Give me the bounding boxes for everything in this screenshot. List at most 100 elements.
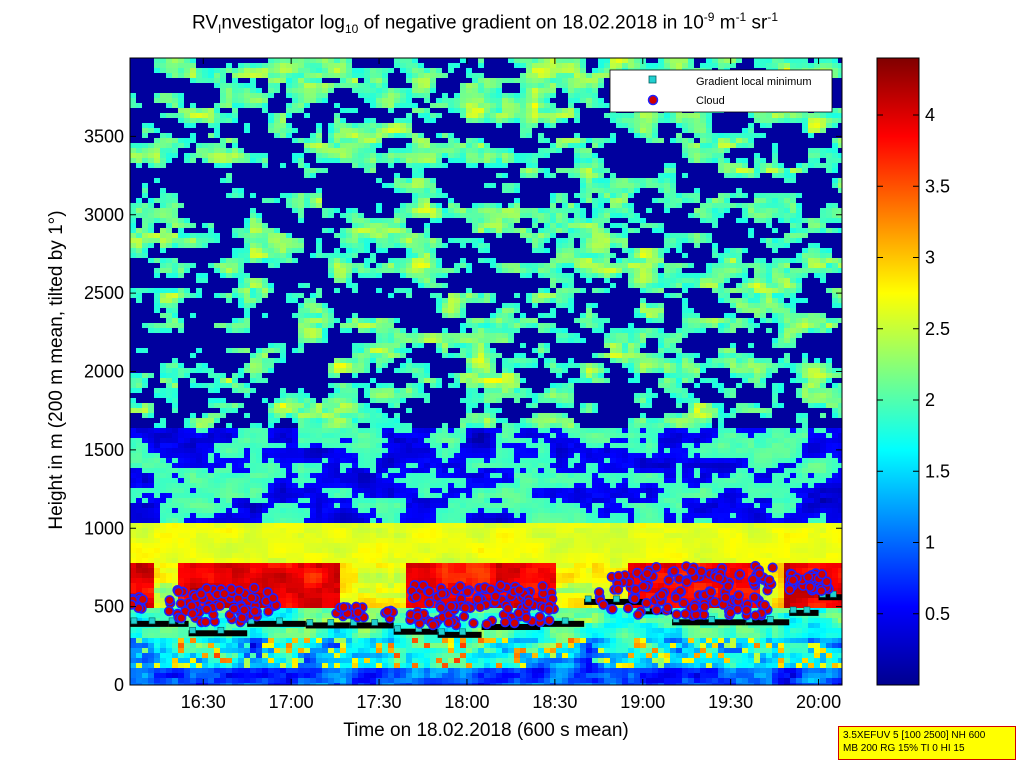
cloud-marker [239,604,250,616]
cloud-marker [747,574,759,585]
colorbar-tick-label: 1.5 [925,461,950,481]
chart-title: RVInvestigator log10 of negative gradien… [191,10,779,37]
x-tick-label: 19:30 [708,692,753,712]
cloud-marker [816,569,828,580]
cloud-marker [226,583,237,594]
cloud-marker [544,615,555,626]
y-tick-label: 500 [94,597,124,617]
cloud-marker [821,576,832,587]
status-line-1: 3.5XEFUV 5 [100 2500] NH 600 [843,730,986,741]
status-line-2: MB 200 RG 15% TI 0 HI 15 [843,743,965,754]
x-axis-label: Time on 18.02.2018 (600 s mean) [343,720,629,741]
cloud-marker [412,611,423,622]
local-min-marker [394,625,402,633]
cloud-marker [427,620,439,631]
local-min-marker [438,628,445,636]
local-min-marker [276,617,283,625]
local-min-marker [829,590,837,598]
cloud-marker [816,585,827,597]
cloud-marker [468,618,479,629]
cloud-marker [196,588,207,600]
cloud-marker [594,587,605,598]
cloud-marker [804,581,816,593]
cloud-marker [613,570,624,582]
x-tick-label: 20:00 [796,692,841,712]
y-tick-label: 3000 [84,205,124,225]
local-min-marker [189,626,196,634]
legend-box [609,69,833,113]
cloud-marker [130,599,137,610]
cloud-marker [734,569,746,580]
x-tick-label: 18:00 [444,692,489,712]
cloud-marker [268,593,279,604]
cloud-marker [767,562,778,573]
cloud-marker [175,598,187,609]
cloud-marker [803,571,814,583]
cloud-marker [263,606,274,617]
cloud-marker [741,605,752,616]
cloud-marker [485,584,496,595]
local-min-marker [327,619,335,626]
cloud-marker [446,601,457,612]
legend-label-cloud: Cloud [696,95,725,107]
y-axis: 0 500 1000 1500 2000 2500 3000 3500 [84,126,842,695]
cloud-marker [435,602,447,614]
cloud-marker [481,619,492,630]
cloud-marker [642,568,653,579]
y-tick-label: 0 [114,675,124,695]
x-tick-label: 17:30 [357,692,402,712]
cloud-marker [681,576,692,587]
cloud-marker [689,602,700,613]
cloud-marker [246,592,257,603]
cloud-marker [663,575,674,586]
cloud-marker [764,574,775,586]
cloud-marker [749,592,760,603]
cloud-marker [424,586,435,597]
cloud-marker [705,586,717,598]
local-min-marker [803,606,811,614]
colorbar-tick-label: 3 [925,248,935,268]
cloud-marker [500,617,511,628]
local-min-marker [371,619,379,626]
cloud-marker [733,590,744,601]
cloud-marker [699,601,710,612]
cloud-marker [338,602,349,613]
cloud-marker [495,580,506,591]
cloud-marker [173,586,184,597]
y-tick-label: 1000 [84,518,124,538]
colorbar-tick-label: 3.5 [925,176,950,196]
cloud-marker [443,617,454,628]
cloud-marker [514,584,525,596]
cloud-marker [622,603,634,614]
cloud-marker [228,603,240,614]
legend: Gradient local minimum Cloud [609,69,833,113]
cloud-marker [462,586,473,598]
cloud-marker [200,616,211,628]
x-tick-label: 19:00 [620,692,665,712]
local-min-marker [306,619,314,626]
cloud-marker [750,610,761,621]
local-min-marker [789,606,797,614]
cloud-marker [686,566,697,577]
x-tick-label: 16:30 [181,692,226,712]
cloud-marker [537,581,548,592]
legend-cloud-marker [647,94,659,106]
local-min-marker [217,626,225,634]
cloud-marker [670,592,682,603]
cloud-marker [638,581,649,592]
cloud-marker [607,604,618,615]
cloud-marker [201,604,212,615]
local-min-marker [561,617,569,625]
cloud-marker [249,606,260,617]
local-min-marker [148,617,156,625]
local-min-marker [130,617,138,625]
cloud-marker [352,607,364,618]
marker-layer [130,560,842,638]
y-tick-label: 2000 [84,362,124,382]
x-axis: 16:30 17:00 17:30 18:00 18:30 19:00 19:30 20:00 [181,58,841,712]
x-tick-label: 17:00 [269,692,314,712]
cloud-marker [723,581,734,592]
cloud-marker [490,591,501,602]
cloud-marker [472,593,483,605]
